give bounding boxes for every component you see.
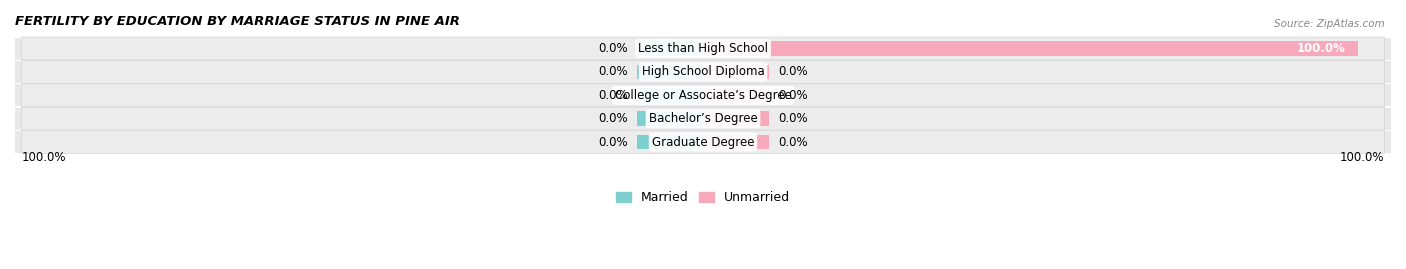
Bar (15, 108, 1391, 130)
Text: 0.0%: 0.0% (779, 136, 808, 148)
FancyBboxPatch shape (21, 61, 1385, 83)
Bar (637, 88, 703, 102)
Text: High School Diploma: High School Diploma (641, 65, 765, 78)
FancyBboxPatch shape (21, 37, 1385, 60)
Text: 100.0%: 100.0% (1340, 151, 1385, 164)
FancyBboxPatch shape (21, 130, 1385, 154)
Text: 0.0%: 0.0% (598, 89, 627, 102)
Bar (637, 111, 703, 126)
Bar (15, 38, 1391, 59)
Text: Bachelor’s Degree: Bachelor’s Degree (648, 112, 758, 125)
Text: 100.0%: 100.0% (21, 151, 66, 164)
Bar (637, 41, 703, 56)
Text: College or Associate’s Degree: College or Associate’s Degree (614, 89, 792, 102)
Text: Source: ZipAtlas.com: Source: ZipAtlas.com (1274, 19, 1385, 29)
Bar (15, 61, 1391, 83)
Bar (637, 135, 703, 149)
Text: Graduate Degree: Graduate Degree (652, 136, 754, 148)
Legend: Married, Unmarried: Married, Unmarried (612, 186, 794, 209)
Text: 0.0%: 0.0% (779, 89, 808, 102)
FancyBboxPatch shape (21, 107, 1385, 130)
Bar (703, 41, 1358, 56)
Text: Less than High School: Less than High School (638, 42, 768, 55)
Text: 0.0%: 0.0% (598, 42, 627, 55)
Text: 0.0%: 0.0% (598, 136, 627, 148)
Bar (703, 135, 769, 149)
Bar (703, 65, 769, 79)
Bar (703, 111, 769, 126)
Text: 0.0%: 0.0% (779, 65, 808, 78)
Bar (15, 84, 1391, 106)
Text: FERTILITY BY EDUCATION BY MARRIAGE STATUS IN PINE AIR: FERTILITY BY EDUCATION BY MARRIAGE STATU… (15, 15, 460, 28)
Text: 0.0%: 0.0% (779, 112, 808, 125)
FancyBboxPatch shape (21, 84, 1385, 107)
Bar (637, 65, 703, 79)
Text: 100.0%: 100.0% (1296, 42, 1346, 55)
Text: 0.0%: 0.0% (598, 65, 627, 78)
Bar (15, 131, 1391, 153)
Text: 0.0%: 0.0% (598, 112, 627, 125)
Bar (703, 88, 769, 102)
